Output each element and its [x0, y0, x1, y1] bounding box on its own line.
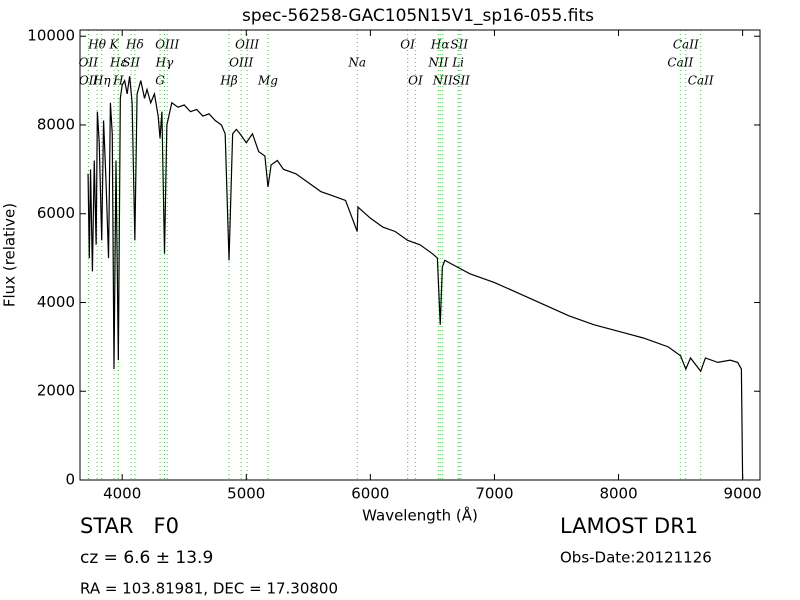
spectral-line-label: Hα — [430, 38, 450, 52]
spectral-line-label: OII — [79, 74, 99, 88]
y-tick-label: 0 — [65, 471, 75, 489]
spectral-line-label: SII — [450, 38, 468, 52]
y-tick-label: 10000 — [27, 27, 75, 45]
spectral-line-label: OIII — [155, 38, 179, 52]
survey: LAMOST DR1 — [560, 514, 698, 538]
redshift: cz = 6.6 ± 13.9 — [80, 548, 213, 568]
spectral-line-label: NII — [432, 74, 453, 88]
plot-frame — [79, 29, 761, 481]
spectral-line-label: OIII — [235, 38, 259, 52]
x-tick-label: 4000 — [103, 485, 141, 503]
spectral-line-label: NII — [427, 56, 448, 70]
y-axis-label: Flux (relative) — [1, 203, 19, 307]
x-tick-label: 5000 — [227, 485, 265, 503]
x-tick-label: 8000 — [599, 485, 637, 503]
spectrum-line — [87, 76, 744, 481]
object-class: STAR F0 — [80, 514, 179, 538]
spectral-line-label: Hη — [92, 74, 111, 88]
spectral-line-label: H — [112, 74, 124, 88]
y-tick-label: 4000 — [37, 293, 75, 311]
x-tick-label: 6000 — [351, 485, 389, 503]
spectral-line-label: OI — [408, 74, 423, 88]
y-tick-label: 8000 — [37, 115, 75, 133]
chart-title: spec-56258-GAC105N15V1_sp16-055.fits — [242, 6, 594, 26]
spectral-line-label: G — [155, 74, 165, 88]
spectral-line-label: CaII — [667, 56, 693, 70]
x-tick-label: 7000 — [475, 485, 513, 503]
x-tick-label: 9000 — [724, 485, 762, 503]
spectral-line-label: Na — [347, 56, 366, 70]
spectral-line-label: Hδ — [125, 38, 144, 52]
spectral-line-label: Mg — [257, 74, 278, 88]
obs-date: Obs-Date:20121126 — [560, 549, 712, 567]
spectral-line-label: SII — [122, 56, 140, 70]
y-tick-label: 2000 — [37, 382, 75, 400]
spectral-line-label: Hβ — [219, 74, 237, 88]
spectral-line-label: SII — [452, 74, 470, 88]
spectral-line-label: CaII — [688, 74, 714, 88]
spectral-line-label: OI — [400, 38, 415, 52]
spectral-line-label: Li — [451, 56, 464, 70]
coordinates: RA = 103.81981, DEC = 17.30800 — [80, 580, 338, 598]
spectral-line-label: K — [109, 38, 120, 52]
spectral-line-label: Hγ — [155, 56, 174, 70]
spectral-line-label: OIII — [229, 56, 253, 70]
spectral-line-label: CaII — [673, 38, 699, 52]
y-tick-label: 6000 — [37, 204, 75, 222]
x-axis-label: Wavelength (Å) — [362, 506, 478, 525]
spectral-line-label: Hθ — [87, 38, 106, 52]
